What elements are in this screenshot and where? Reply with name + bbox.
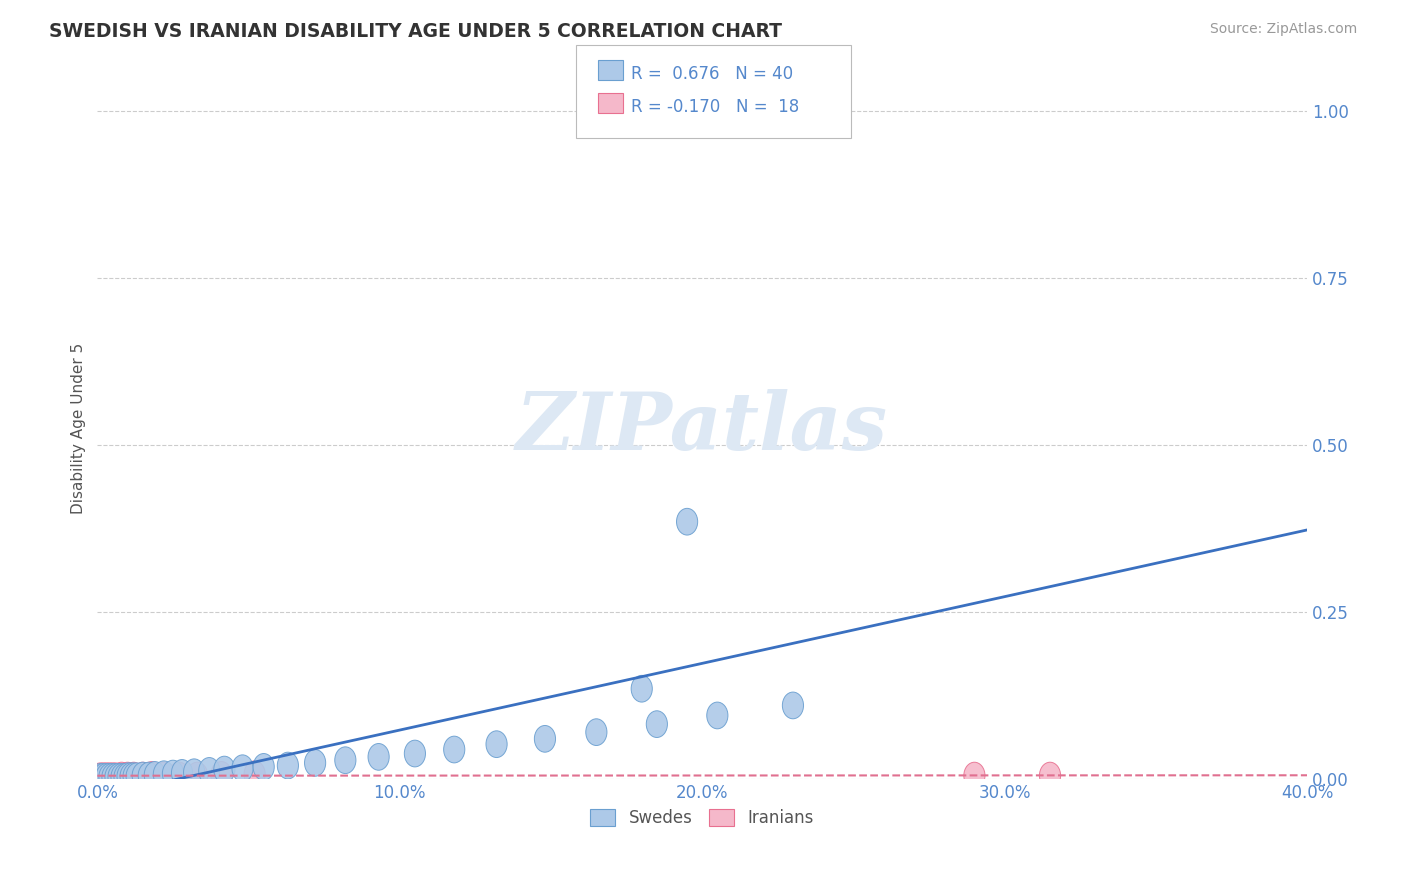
Ellipse shape	[405, 740, 426, 767]
Ellipse shape	[647, 711, 668, 738]
Y-axis label: Disability Age Under 5: Disability Age Under 5	[72, 343, 86, 514]
Ellipse shape	[93, 763, 114, 789]
Ellipse shape	[101, 763, 124, 789]
Ellipse shape	[232, 755, 253, 781]
Ellipse shape	[132, 763, 153, 789]
Ellipse shape	[124, 763, 145, 789]
Ellipse shape	[198, 757, 219, 784]
Text: R = -0.170   N =  18: R = -0.170 N = 18	[631, 98, 800, 116]
Text: Source: ZipAtlas.com: Source: ZipAtlas.com	[1209, 22, 1357, 37]
Ellipse shape	[117, 763, 138, 789]
Ellipse shape	[187, 763, 208, 789]
Ellipse shape	[124, 763, 145, 789]
Ellipse shape	[586, 719, 607, 746]
Ellipse shape	[172, 760, 193, 786]
Ellipse shape	[90, 764, 111, 790]
Ellipse shape	[782, 692, 804, 719]
Ellipse shape	[98, 763, 120, 789]
Ellipse shape	[305, 749, 326, 776]
Ellipse shape	[1039, 763, 1060, 789]
Ellipse shape	[96, 763, 117, 789]
Ellipse shape	[138, 763, 159, 789]
Ellipse shape	[486, 731, 508, 757]
Ellipse shape	[127, 763, 148, 789]
Ellipse shape	[211, 762, 232, 789]
Ellipse shape	[368, 744, 389, 770]
Ellipse shape	[631, 675, 652, 702]
Text: R =  0.676   N = 40: R = 0.676 N = 40	[631, 65, 793, 83]
Ellipse shape	[245, 761, 266, 788]
Ellipse shape	[108, 764, 129, 790]
Ellipse shape	[153, 763, 174, 789]
Ellipse shape	[676, 508, 697, 535]
Ellipse shape	[117, 763, 138, 789]
Ellipse shape	[444, 736, 465, 763]
Ellipse shape	[335, 747, 356, 773]
Ellipse shape	[214, 756, 235, 783]
Ellipse shape	[105, 763, 127, 789]
Ellipse shape	[162, 760, 184, 787]
Ellipse shape	[153, 761, 174, 788]
Ellipse shape	[169, 763, 190, 789]
Ellipse shape	[184, 759, 205, 786]
Ellipse shape	[253, 754, 274, 780]
Legend: Swedes, Iranians: Swedes, Iranians	[583, 802, 821, 834]
Ellipse shape	[114, 764, 135, 790]
Ellipse shape	[120, 763, 141, 789]
Ellipse shape	[93, 764, 114, 790]
Ellipse shape	[707, 702, 728, 729]
Ellipse shape	[965, 763, 986, 789]
Ellipse shape	[145, 762, 166, 789]
Ellipse shape	[101, 764, 124, 790]
Ellipse shape	[534, 725, 555, 752]
Ellipse shape	[96, 764, 117, 790]
Ellipse shape	[111, 764, 132, 790]
Text: ZIPatlas: ZIPatlas	[516, 390, 889, 467]
Ellipse shape	[277, 752, 298, 779]
Text: SWEDISH VS IRANIAN DISABILITY AGE UNDER 5 CORRELATION CHART: SWEDISH VS IRANIAN DISABILITY AGE UNDER …	[49, 22, 782, 41]
Ellipse shape	[90, 763, 111, 789]
Ellipse shape	[111, 763, 132, 789]
Ellipse shape	[141, 762, 162, 789]
Ellipse shape	[98, 764, 120, 790]
Ellipse shape	[132, 763, 153, 789]
Ellipse shape	[105, 764, 127, 790]
